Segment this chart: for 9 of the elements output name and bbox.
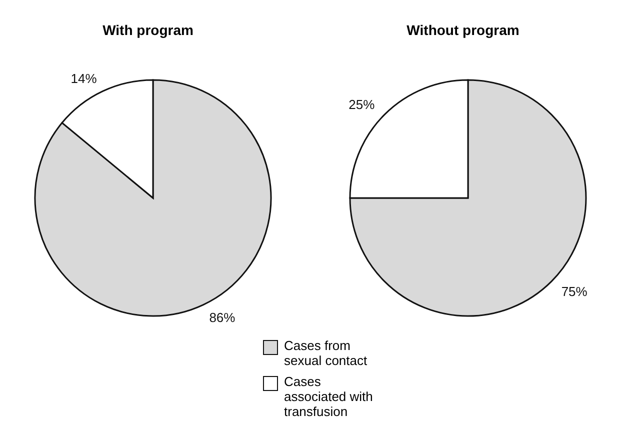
data-label: 25% xyxy=(348,97,376,112)
pie-slice xyxy=(349,79,587,317)
legend-label: Cases associated with transfusion xyxy=(284,374,374,419)
chart-title: Without program xyxy=(406,22,520,38)
data-label: 14% xyxy=(70,71,98,86)
data-label: 86% xyxy=(209,310,236,325)
data-label: 75% xyxy=(561,284,588,299)
chart-title: With program xyxy=(102,22,194,38)
legend-label: Cases from sexual contact xyxy=(284,338,368,368)
